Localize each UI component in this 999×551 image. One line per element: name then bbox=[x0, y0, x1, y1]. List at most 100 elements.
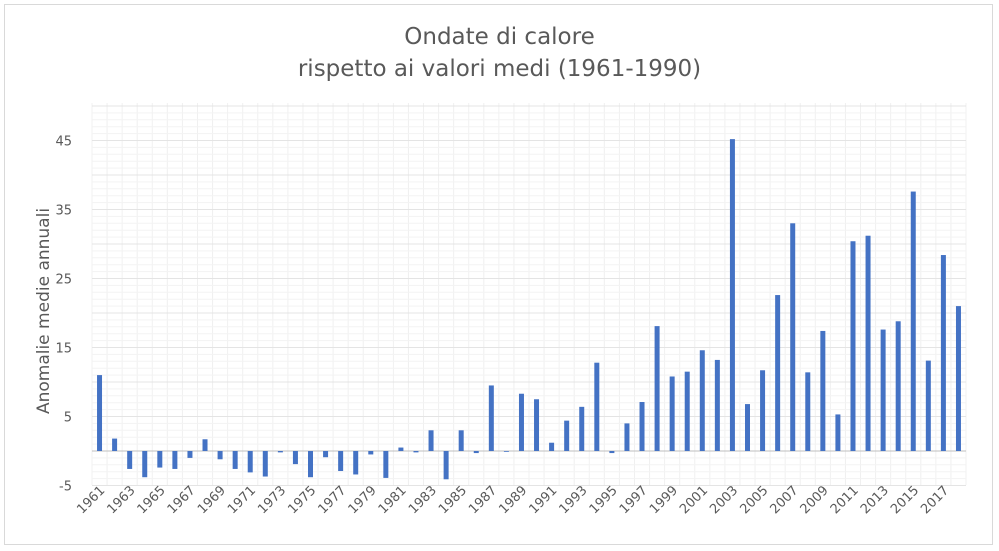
y-tick-labels: -5 5 15 25 35 45 bbox=[55, 135, 72, 495]
bar-1963 bbox=[127, 451, 133, 469]
x-tick-label: 1967 bbox=[165, 483, 199, 517]
bar-1983 bbox=[428, 430, 434, 451]
bar-2005 bbox=[760, 370, 766, 451]
x-tick-labels: 1961196319651967196919711973197519771979… bbox=[74, 483, 952, 517]
y-tick-label: 5 bbox=[64, 411, 72, 426]
bar-2001 bbox=[699, 350, 705, 451]
bar-1967 bbox=[187, 451, 193, 458]
x-tick-label: 2007 bbox=[768, 483, 802, 517]
bar-1974 bbox=[292, 451, 298, 465]
bar-2002 bbox=[714, 359, 720, 451]
bar-1969 bbox=[217, 451, 223, 460]
bar-1972 bbox=[262, 451, 268, 477]
bar-1995 bbox=[609, 451, 615, 454]
bar-1980 bbox=[383, 451, 389, 478]
bar-1989 bbox=[518, 393, 524, 451]
x-tick-label: 2017 bbox=[918, 483, 952, 517]
bar-1982 bbox=[413, 451, 419, 453]
x-tick-label: 1991 bbox=[526, 483, 560, 517]
x-tick-label: 1961 bbox=[74, 483, 108, 517]
x-tick-label: 1989 bbox=[496, 483, 530, 517]
x-tick-label: 1963 bbox=[105, 483, 139, 517]
y-tick-label: -5 bbox=[59, 480, 72, 495]
y-tick-label: 25 bbox=[55, 273, 72, 288]
x-tick-label: 1971 bbox=[225, 483, 259, 517]
x-tick-label: 2005 bbox=[737, 483, 771, 517]
gridlines bbox=[91, 103, 967, 486]
bar-2009 bbox=[820, 330, 826, 451]
x-tick-label: 2013 bbox=[858, 483, 892, 517]
bar-1975 bbox=[308, 451, 313, 478]
x-tick-label: 1965 bbox=[135, 483, 169, 517]
x-tick-label: 1975 bbox=[285, 483, 319, 517]
bars bbox=[97, 139, 961, 480]
x-tick-label: 2009 bbox=[798, 483, 832, 517]
bar-1976 bbox=[323, 451, 329, 458]
x-tick-label: 2011 bbox=[828, 483, 862, 517]
x-tick-label: 1993 bbox=[557, 483, 591, 517]
x-tick-label: 1985 bbox=[436, 483, 470, 517]
bar-2015 bbox=[910, 191, 916, 451]
bar-2008 bbox=[805, 372, 811, 451]
chart-title-line-1: Ondate di calore bbox=[404, 24, 595, 50]
bar-2003 bbox=[729, 139, 735, 451]
bar-1994 bbox=[594, 362, 600, 451]
bar-1984 bbox=[443, 451, 449, 480]
bar-2007 bbox=[790, 223, 796, 451]
bar-1992 bbox=[564, 420, 570, 451]
bar-1993 bbox=[579, 406, 585, 451]
bar-1961 bbox=[97, 375, 103, 451]
bar-2018 bbox=[955, 306, 961, 451]
bar-2000 bbox=[684, 371, 690, 451]
x-tick-label: 2015 bbox=[888, 483, 922, 517]
bar-1977 bbox=[338, 451, 344, 472]
bar-1979 bbox=[368, 451, 374, 455]
bar-1973 bbox=[277, 451, 283, 453]
bar-1962 bbox=[112, 438, 118, 451]
x-tick-label: 1973 bbox=[255, 483, 289, 517]
bar-2011 bbox=[850, 241, 856, 451]
bar-1968 bbox=[202, 439, 208, 451]
bar-2013 bbox=[880, 329, 886, 451]
y-axis-label: Anomalie medie annuali bbox=[34, 208, 54, 414]
bar-2012 bbox=[865, 235, 871, 451]
bar-1987 bbox=[488, 385, 494, 451]
bar-1965 bbox=[157, 451, 163, 468]
bar-2004 bbox=[745, 404, 750, 451]
bar-1971 bbox=[247, 451, 253, 473]
bar-1981 bbox=[398, 447, 404, 451]
bar-1996 bbox=[624, 423, 630, 451]
bar-1990 bbox=[534, 399, 540, 451]
x-tick-label: 1979 bbox=[346, 483, 380, 517]
x-tick-label: 1983 bbox=[406, 483, 440, 517]
y-tick-label: 15 bbox=[55, 342, 72, 357]
x-tick-label: 2003 bbox=[707, 483, 741, 517]
x-tick-label: 1969 bbox=[195, 483, 229, 517]
bar-2017 bbox=[940, 255, 946, 451]
x-tick-label: 1987 bbox=[466, 483, 500, 517]
bar-1988 bbox=[503, 451, 509, 452]
bar-1998 bbox=[654, 326, 660, 451]
bar-2014 bbox=[895, 321, 901, 451]
x-tick-label: 2001 bbox=[677, 483, 711, 517]
x-tick-label: 1981 bbox=[376, 483, 410, 517]
bar-1991 bbox=[549, 442, 555, 451]
bar-1978 bbox=[353, 451, 359, 475]
bar-1997 bbox=[639, 402, 645, 451]
bar-1970 bbox=[232, 451, 238, 469]
x-tick-label: 1999 bbox=[647, 483, 681, 517]
y-tick-label: 45 bbox=[55, 135, 72, 150]
bar-2010 bbox=[835, 414, 841, 451]
y-tick-label: 35 bbox=[55, 204, 72, 219]
bar-1966 bbox=[172, 451, 178, 469]
bar-2006 bbox=[775, 295, 781, 451]
chart-title-line-2: rispetto ai valori medi (1961-1990) bbox=[297, 56, 702, 82]
bar-2016 bbox=[925, 360, 931, 451]
bar-1964 bbox=[142, 451, 148, 478]
x-tick-label: 1997 bbox=[617, 483, 651, 517]
x-tick-label: 1977 bbox=[315, 483, 349, 517]
bar-1986 bbox=[473, 451, 479, 454]
bar-1999 bbox=[669, 376, 675, 451]
bar-1985 bbox=[458, 430, 464, 451]
